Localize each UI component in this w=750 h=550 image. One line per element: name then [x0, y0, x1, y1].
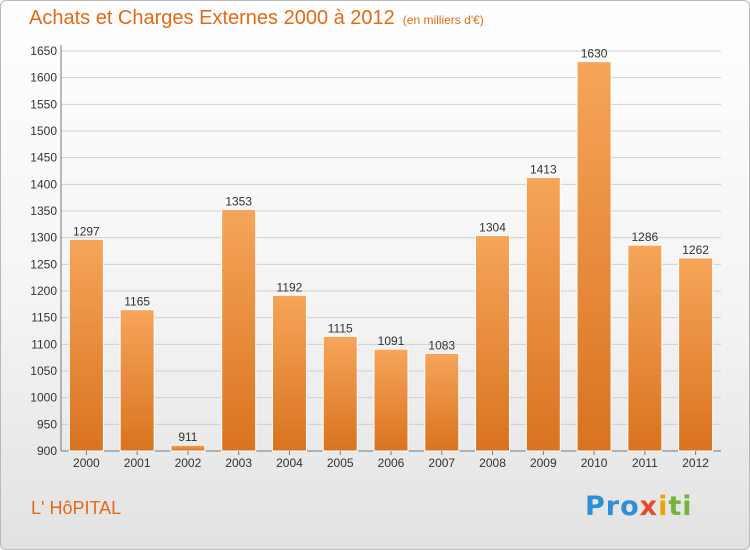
y-tick-label: 900 [37, 444, 57, 458]
y-tick-label: 1150 [31, 311, 57, 325]
data-label: 1165 [124, 295, 150, 309]
x-tick-label: 2008 [479, 456, 506, 470]
y-tick-label: 1100 [31, 337, 57, 351]
x-tick-label: 2007 [428, 456, 455, 470]
y-tick-label: 1650 [30, 44, 57, 58]
y-tick-label: 1550 [30, 97, 57, 111]
bar [271, 294, 307, 452]
y-tick-label: 1250 [30, 257, 57, 271]
x-tick-label: 2011 [632, 456, 658, 470]
proxiti-logo: Proxiti [585, 491, 693, 522]
chart-title-text: Achats et Charges Externes 2000 à 2012 [29, 7, 395, 29]
bar [678, 257, 714, 452]
data-label: 1115 [328, 321, 353, 335]
y-tick-label: 1600 [30, 71, 57, 85]
data-label: 1630 [581, 47, 608, 61]
y-tick-label: 1500 [30, 124, 57, 138]
logo-part-2: x [639, 491, 659, 522]
data-label: 1286 [631, 230, 658, 244]
data-label: 1083 [428, 338, 455, 352]
y-tick-label: 1450 [30, 151, 57, 165]
data-label: 1353 [225, 194, 252, 208]
x-tick-label: 2003 [225, 456, 252, 470]
data-label: 1413 [530, 162, 557, 176]
logo-part-3: i [658, 491, 669, 522]
x-tick-label: 2009 [530, 456, 557, 470]
bar [525, 176, 561, 452]
x-tick-label: 2012 [682, 456, 709, 470]
logo-part-4: ti [668, 491, 693, 522]
y-tick-label: 1000 [30, 391, 57, 405]
bar [576, 61, 612, 452]
bar [373, 348, 409, 452]
logo-part-1: Pro [585, 491, 640, 522]
x-tick-label: 2006 [378, 456, 405, 470]
bar [627, 244, 663, 452]
x-tick-label: 2004 [276, 456, 303, 470]
commune-name: L' HôPITAL [31, 498, 122, 518]
bar [68, 238, 104, 452]
bar [322, 335, 358, 452]
y-tick-label: 1200 [30, 284, 57, 298]
data-label: 1192 [277, 280, 303, 294]
y-tick-label: 1050 [30, 364, 57, 378]
y-tick-label: 1400 [30, 177, 57, 191]
y-tick-label: 950 [37, 417, 57, 431]
y-tick-label: 1350 [30, 204, 57, 218]
data-label: 911 [178, 430, 197, 444]
x-tick-label: 2010 [581, 456, 608, 470]
y-tick-label: 1300 [30, 231, 57, 245]
bar [170, 444, 206, 452]
chart-subtitle: (en milliers d'€) [402, 13, 484, 27]
x-tick-label: 2000 [73, 456, 100, 470]
bar [424, 352, 460, 452]
bar [475, 235, 511, 452]
chart-title: Achats et Charges Externes 2000 à 2012 (e… [29, 7, 484, 30]
data-label: 1304 [479, 221, 506, 235]
x-tick-label: 2005 [327, 456, 354, 470]
x-tick-label: 2001 [124, 456, 151, 470]
data-label: 1262 [682, 243, 709, 257]
bar [119, 309, 155, 452]
bar [221, 208, 257, 452]
data-label: 1297 [73, 224, 100, 238]
data-label: 1091 [378, 334, 405, 348]
x-tick-label: 2002 [175, 456, 202, 470]
